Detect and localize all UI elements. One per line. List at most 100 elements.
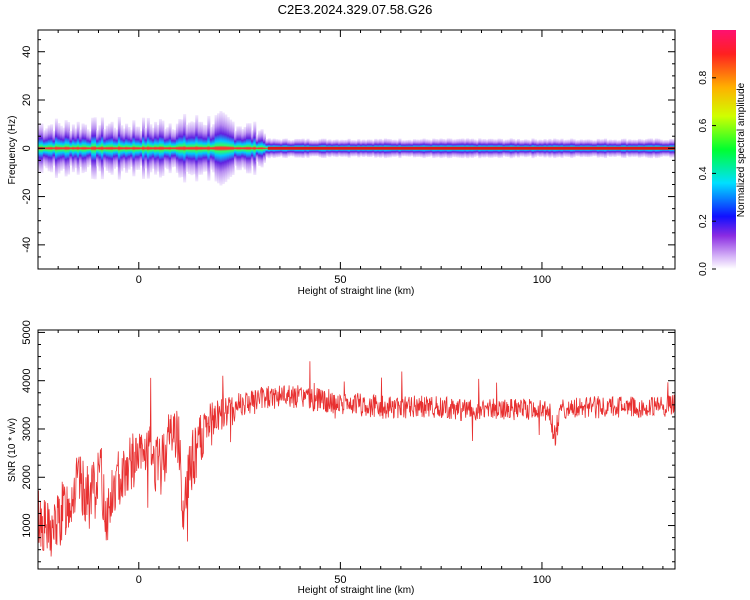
- spectrogram-column: [127, 126, 131, 170]
- spectrogram-column: [110, 121, 114, 175]
- colorbar-tick-label: 0.8: [698, 70, 709, 84]
- spectrogram-column: [248, 123, 252, 174]
- snr-ylabel: SNR (10 * v/v): [7, 418, 18, 482]
- spectrogram-column: [103, 129, 107, 168]
- spectrogram-column: [204, 125, 208, 172]
- spectrogram-column: [93, 117, 97, 180]
- spectrogram-xtick-label: 50: [334, 274, 346, 286]
- spectrogram-ytick-label: -40: [21, 237, 33, 253]
- spectrogram-ytick-label: -20: [21, 189, 33, 205]
- spectrogram-column: [71, 124, 75, 173]
- spectrogram-column: [67, 121, 71, 175]
- spectrogram-column: [161, 120, 165, 176]
- spectrogram-ytick-label: 20: [21, 94, 33, 106]
- spectrogram-frame: [37, 29, 676, 270]
- colorbar: 0.0 0.2 0.4 0.6 0.8 Normalized spectral ampl…: [698, 30, 747, 276]
- spectrogram-column: [76, 121, 80, 175]
- spectrogram-column: [171, 129, 175, 168]
- spectrogram-column: [54, 118, 58, 178]
- spectrogram-column: [185, 124, 189, 172]
- spectrogram-column: [88, 131, 92, 166]
- spectrogram-xtick-label: 100: [533, 274, 551, 286]
- spectrogram-column: [207, 116, 211, 181]
- spectrogram-column: [212, 124, 216, 173]
- spectrogram-column: [120, 125, 124, 172]
- spectrogram-column: [200, 121, 204, 175]
- snr-ytick-label: 5000: [21, 320, 33, 344]
- spectrogram-column: [81, 123, 85, 174]
- colorbar-tick-label: 0.6: [698, 118, 709, 132]
- spectrogram-column: [233, 130, 237, 166]
- spectrogram-column: [64, 120, 68, 177]
- spectrogram-column: [262, 133, 266, 164]
- spectrogram-column: [260, 129, 264, 168]
- spectrogram-column: [100, 117, 104, 180]
- spectrogram-column: [146, 117, 150, 179]
- snr-xtick-label: 100: [533, 574, 551, 586]
- snr-ytick-label: 1000: [21, 513, 33, 537]
- spectrogram-column: [45, 128, 49, 169]
- snr-ticks: 0 50 100 1000 2000 3000 4000 5000: [21, 320, 675, 586]
- spectrogram-column: [59, 125, 63, 171]
- spectrogram-column: [224, 114, 228, 183]
- spectrogram-column: [149, 124, 153, 173]
- spectrogram-column: [57, 123, 61, 174]
- spectrogram-column: [115, 129, 119, 168]
- spectrogram-column: [187, 122, 191, 175]
- spectrogram-column: [69, 130, 73, 166]
- spectrogram-column: [117, 117, 121, 180]
- spectrogram-column: [202, 124, 206, 172]
- spectrogram-column: [122, 128, 126, 169]
- spectrogram-column: [163, 128, 167, 168]
- colorbar-tick-label: 0.0: [698, 262, 709, 276]
- spectrogram-column: [74, 128, 78, 169]
- spectrogram-column: [137, 126, 141, 170]
- spectrogram-column: [214, 115, 218, 182]
- spectrogram-column: [132, 120, 136, 177]
- spectrogram-column: [226, 117, 230, 180]
- spectrogram-column: [190, 121, 194, 176]
- spectrogram-column: [98, 125, 102, 172]
- spectrogram-column: [183, 114, 187, 183]
- spectrogram-xtick-label: 0: [136, 274, 142, 286]
- spectrogram-column: [129, 129, 133, 167]
- snr-ytick-label: 2000: [21, 465, 33, 489]
- spectrogram-column: [221, 112, 225, 185]
- spectrogram-column: [156, 124, 160, 172]
- spectrogram-column: [241, 129, 245, 168]
- spectrogram-column: [134, 126, 138, 170]
- snr-series-line: [38, 361, 675, 557]
- spectrogram-column: [250, 130, 254, 167]
- spectrogram-column: [91, 117, 95, 179]
- spectrogram-xlabel: Height of straight line (km): [298, 286, 415, 297]
- spectrogram-band: [38, 111, 675, 186]
- spectrogram-column: [209, 126, 213, 170]
- snr-ytick-label: 4000: [21, 368, 33, 392]
- spectrogram-column: [255, 134, 259, 163]
- spectrogram-column: [236, 126, 240, 171]
- spectrogram-ytick-label: 40: [21, 46, 33, 58]
- spectrogram-column: [178, 119, 182, 178]
- colorbar-tick-label: 0.4: [698, 166, 709, 180]
- spectrogram-column: [125, 123, 129, 173]
- spectrogram-column: [231, 121, 235, 176]
- snr-xtick-label: 50: [334, 574, 346, 586]
- spectrogram-ticks: 0 50 100 -40 -20 0 20 40: [21, 30, 675, 286]
- spectrogram-column: [154, 121, 158, 175]
- figure-title: C2E3.2024.329.07.58.G26: [278, 2, 433, 17]
- colorbar-label: Normalized spectral amplitude: [736, 82, 747, 217]
- snr-frame: [37, 329, 676, 570]
- spectrogram-column: [219, 111, 223, 186]
- spectrogram-column: [112, 127, 117, 169]
- spectrogram-column: [258, 130, 262, 167]
- spectrogram-ytick-label: 0: [21, 145, 33, 151]
- spectrogram-column: [52, 130, 56, 166]
- colorbar-ticks: 0.0 0.2 0.4 0.6 0.8: [698, 70, 716, 276]
- spectrogram-column: [144, 128, 148, 169]
- spectrogram-column: [142, 117, 146, 179]
- spectrogram-column: [217, 113, 221, 184]
- spectrogram-column: [96, 130, 100, 167]
- spectrogram-column: [79, 129, 83, 167]
- spectrogram-column: [197, 121, 201, 175]
